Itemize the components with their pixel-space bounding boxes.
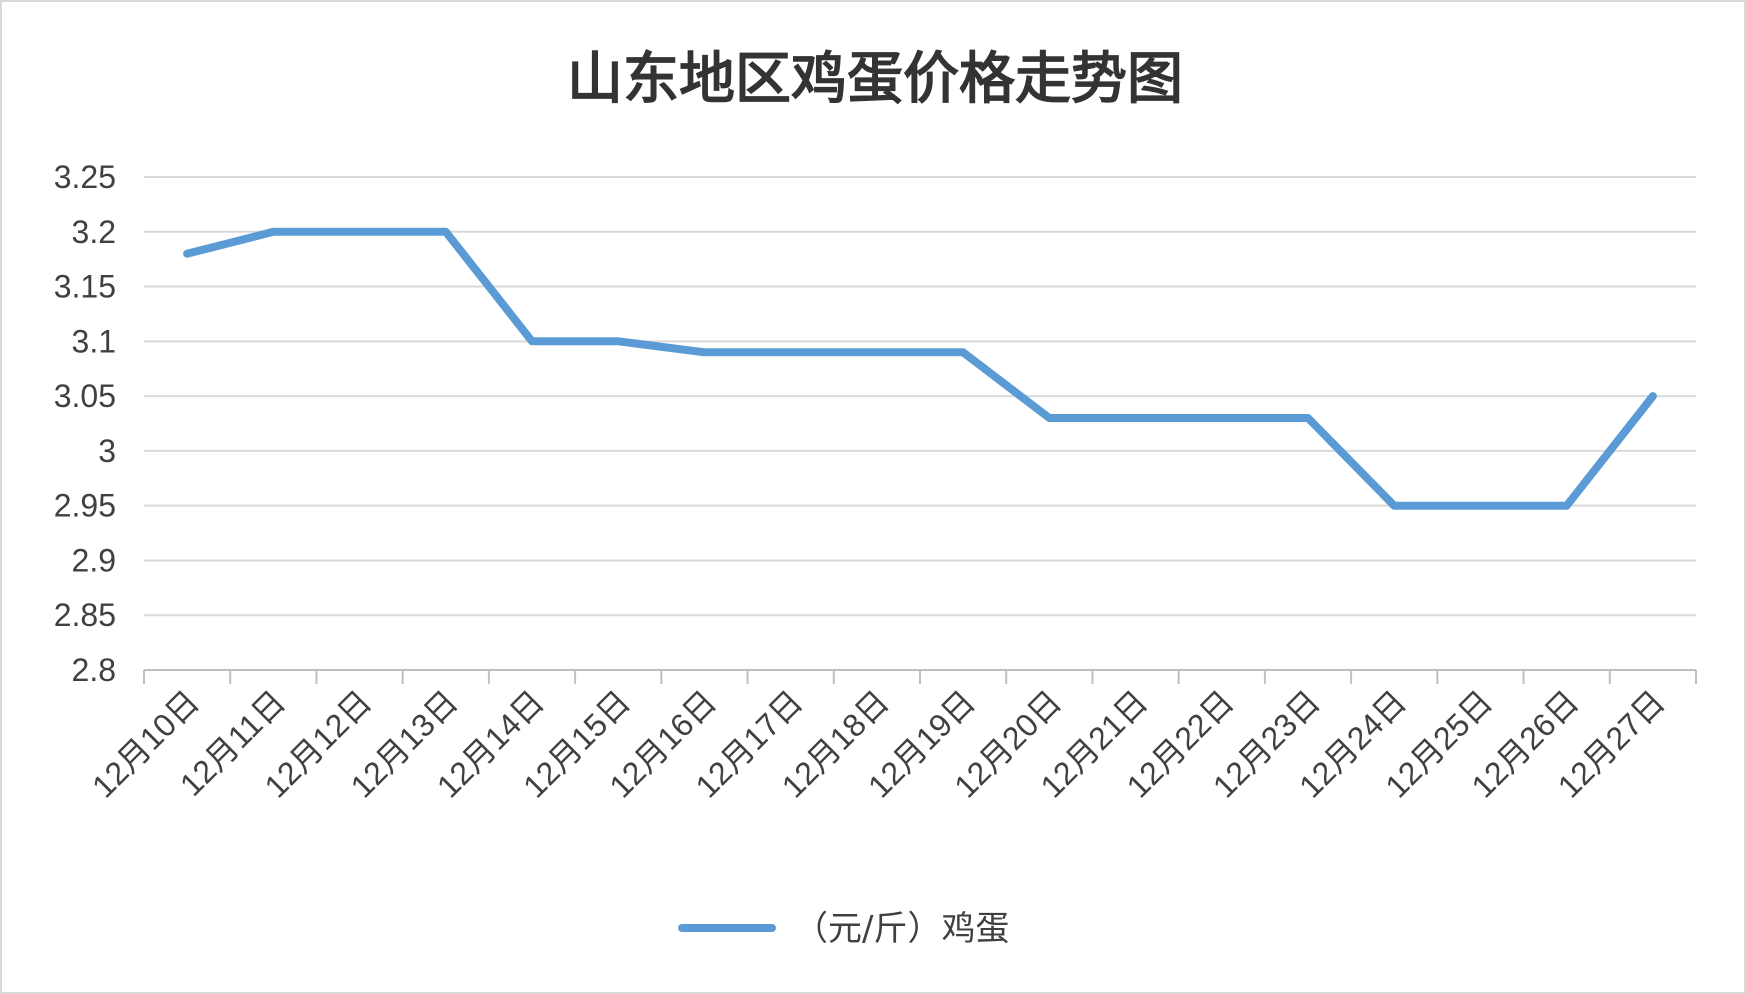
x-axis xyxy=(143,669,1697,684)
y-tick-label: 2.95 xyxy=(54,488,116,524)
y-tick-label: 3.15 xyxy=(54,269,116,305)
chart-title: 山东地区鸡蛋价格走势图 xyxy=(567,46,1183,112)
y-tick-label: 3.2 xyxy=(72,214,116,250)
legend: （元/斤）鸡蛋 xyxy=(678,909,1009,949)
gridlines xyxy=(144,176,1696,617)
y-tick-label: 3.1 xyxy=(72,323,116,359)
x-axis-tick-labels: 12月10日12月11日12月12日12月13日12月14日12月15日12月1… xyxy=(85,683,1672,804)
y-axis-tick-labels: 3.25 3.2 3.15 3.1 3.05 3 2.95 2.9 2.85 2.8 xyxy=(54,159,116,688)
series-line xyxy=(183,227,1657,510)
y-tick-label: 3.05 xyxy=(54,378,116,414)
y-tick-label: 3 xyxy=(98,433,116,469)
legend-label: （元/斤）鸡蛋 xyxy=(794,909,1009,949)
y-tick-label: 2.9 xyxy=(72,542,116,578)
series-lines xyxy=(183,227,1657,510)
y-tick-label: 3.25 xyxy=(54,159,116,195)
y-tick-label: 2.8 xyxy=(72,652,116,688)
y-tick-label: 2.85 xyxy=(54,597,116,633)
